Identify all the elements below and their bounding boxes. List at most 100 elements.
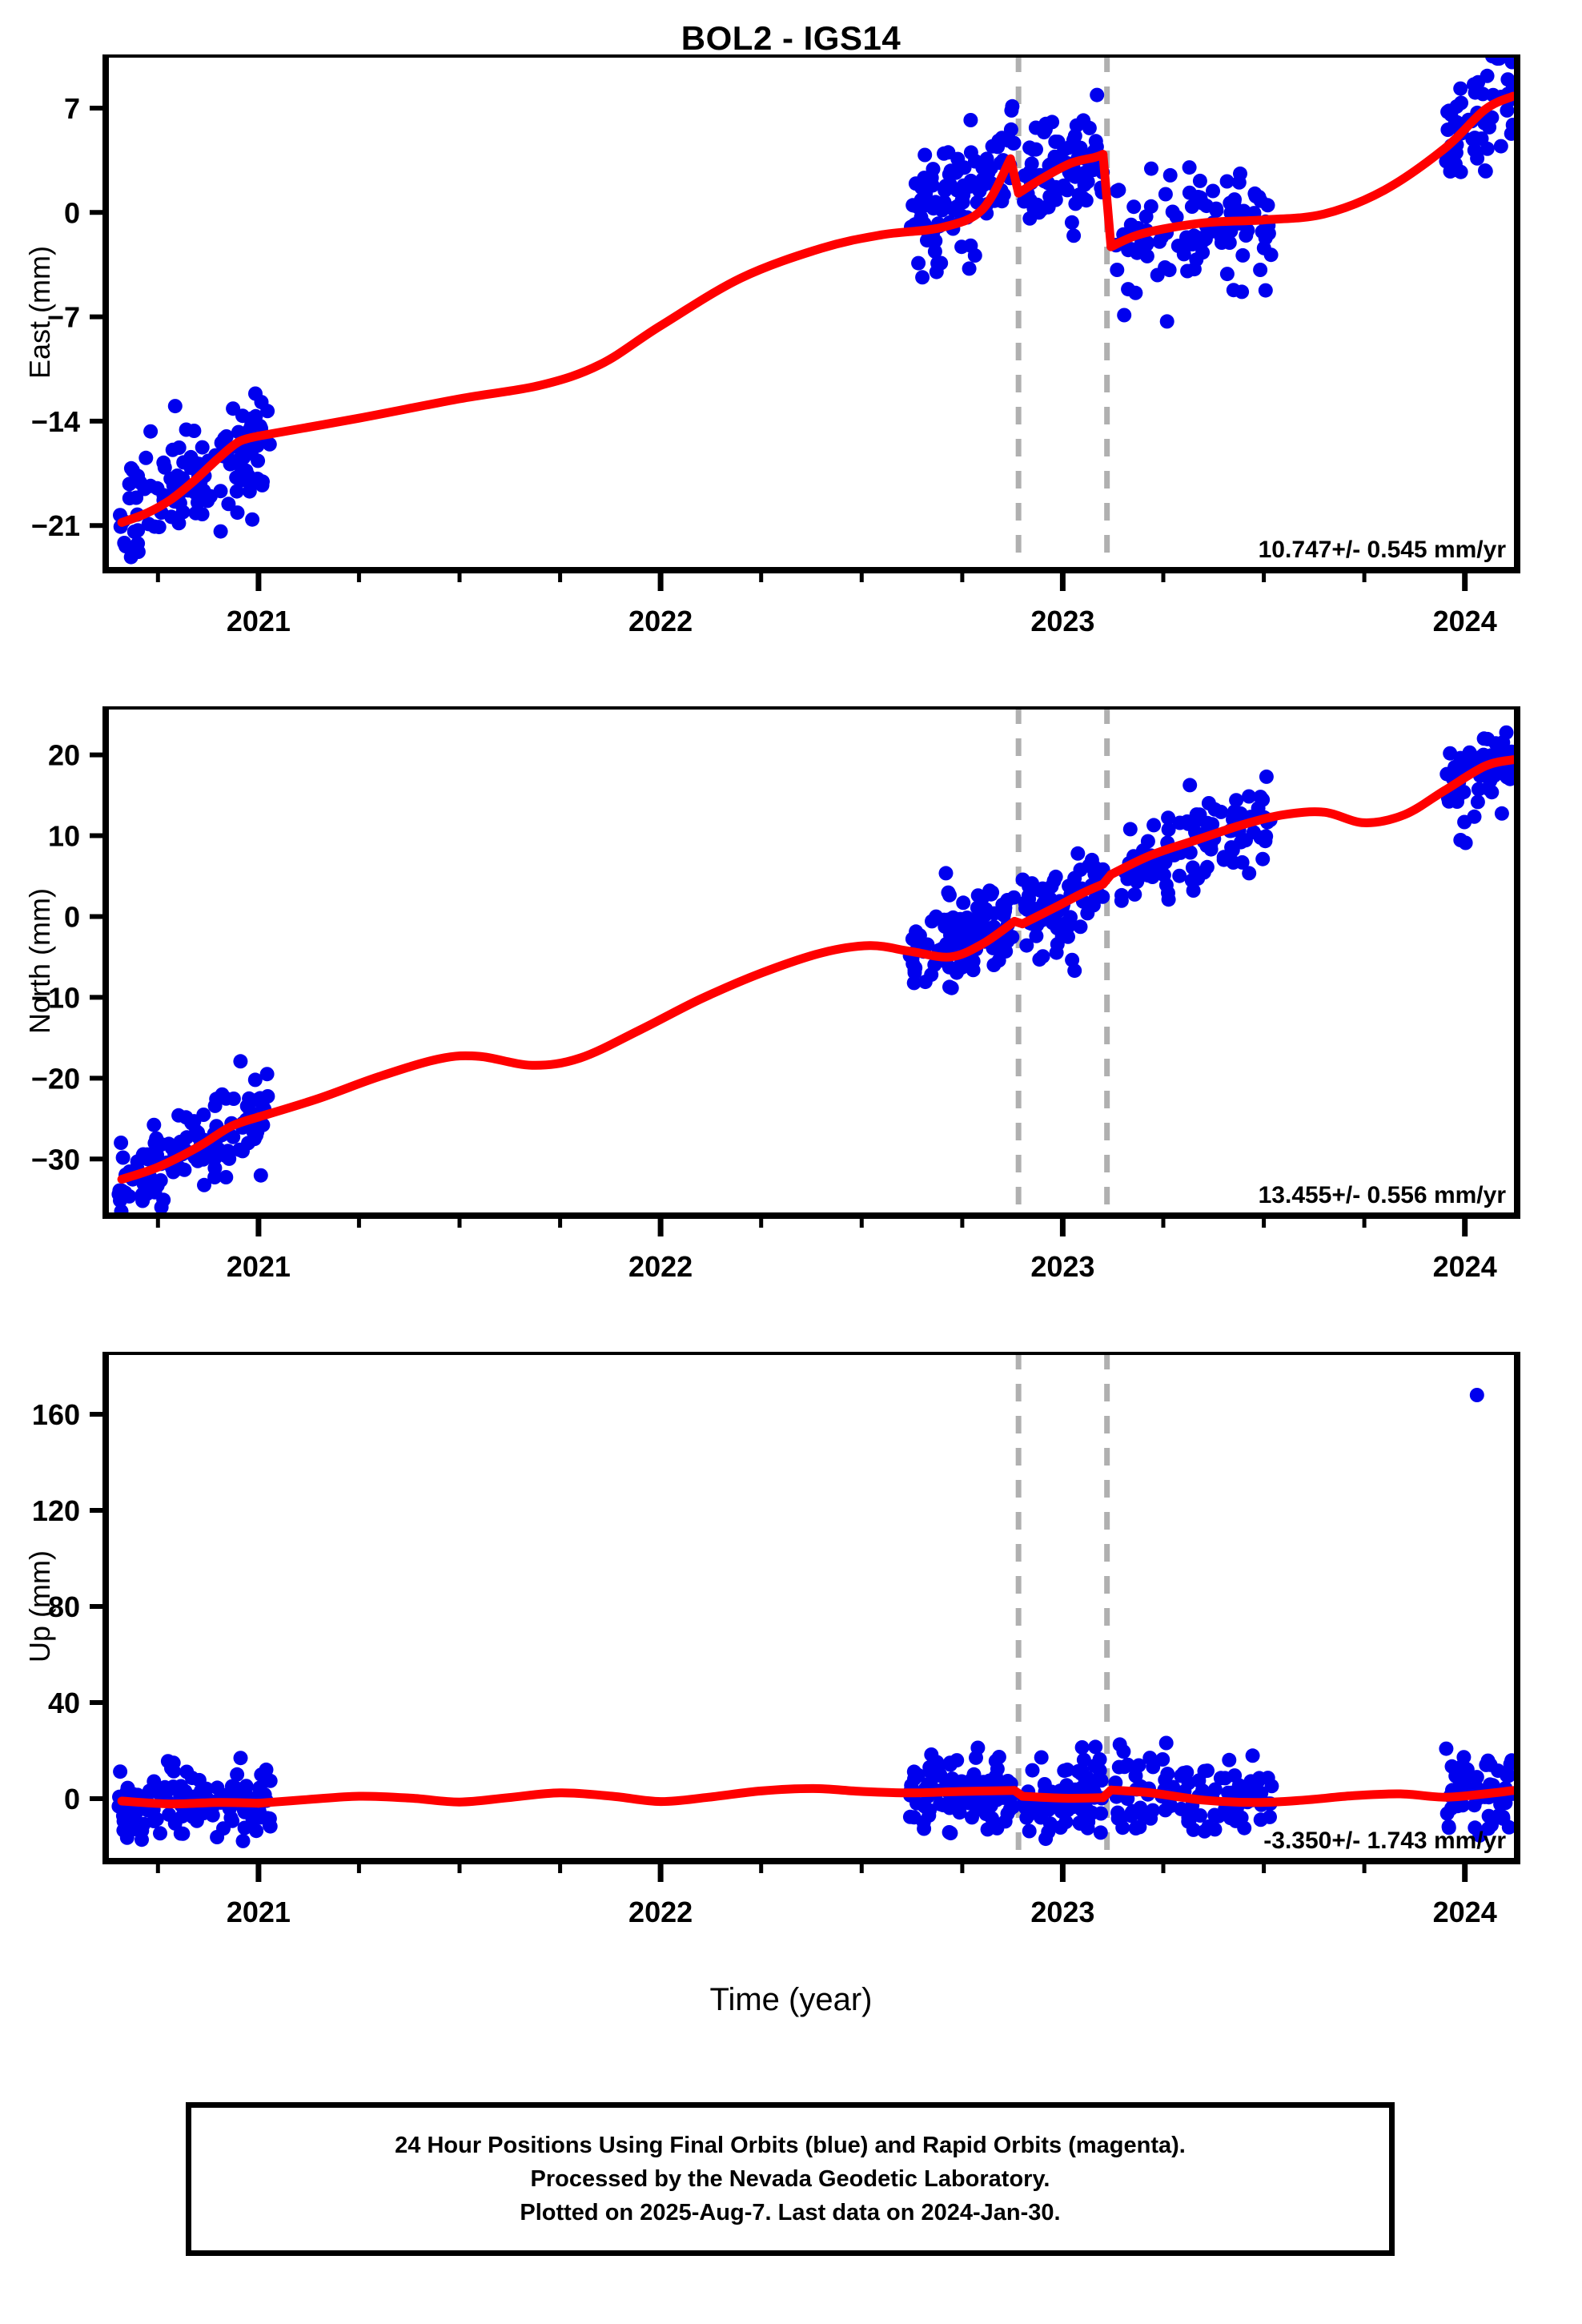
- data-point: [1441, 103, 1456, 119]
- trend-segment-1: [117, 1796, 263, 1809]
- data-point-outlier: [1469, 1388, 1484, 1402]
- data-point: [939, 1775, 954, 1791]
- data-point: [1224, 840, 1239, 855]
- data-point: [905, 956, 921, 971]
- data-point: [156, 455, 171, 470]
- data-point: [1111, 183, 1126, 198]
- data-point: [946, 919, 961, 935]
- data-point: [140, 1152, 155, 1167]
- data-point: [1500, 1767, 1514, 1783]
- data-point: [1161, 822, 1176, 837]
- trend-segment-3: [1014, 150, 1108, 198]
- data-point: [1022, 1823, 1037, 1839]
- data-point: [1189, 252, 1204, 267]
- data-point: [1493, 139, 1508, 154]
- data-point: [225, 1813, 240, 1828]
- data-point: [230, 505, 245, 521]
- data-point: [1172, 868, 1187, 883]
- data-point: [136, 1176, 151, 1192]
- data-point: [1467, 1798, 1482, 1813]
- data-point: [976, 178, 991, 193]
- data-point: [1222, 1752, 1237, 1767]
- data-point: [1182, 160, 1197, 175]
- data-point: [949, 165, 963, 180]
- data-point: [991, 953, 1006, 968]
- y-tick-label: 0: [64, 1783, 80, 1815]
- data-point: [1500, 103, 1515, 118]
- data-point: [1186, 228, 1202, 243]
- data-point: [165, 442, 180, 457]
- chart-panel-up: 160 120 80 40 0 Up (mm) 2021 2022 2023 2024 -3.350…: [0, 1352, 1582, 1941]
- data-point: [1232, 1810, 1247, 1825]
- data-point: [253, 1810, 268, 1825]
- data-point: [998, 1814, 1013, 1829]
- data-point: [1227, 804, 1242, 819]
- data-point: [226, 1129, 241, 1144]
- trend-segment-2: [254, 1783, 1019, 1808]
- data-point: [1460, 1762, 1475, 1777]
- data-point: [1162, 167, 1178, 183]
- data-point: [195, 440, 210, 455]
- data-point: [124, 1805, 139, 1820]
- data-point: [950, 965, 964, 980]
- data-point: [979, 1795, 994, 1810]
- data-point: [918, 198, 934, 213]
- data-point: [153, 1826, 167, 1841]
- data-point: [1504, 126, 1517, 141]
- data-point: [956, 895, 971, 911]
- data-point: [1478, 163, 1493, 179]
- data-point: [1032, 952, 1047, 967]
- data-point: [230, 1767, 245, 1782]
- x-tick-label: 2021: [227, 605, 291, 637]
- data-point: [1227, 194, 1242, 209]
- data-point: [1216, 230, 1231, 245]
- data-point: [114, 1136, 129, 1150]
- data-point: [1251, 1771, 1267, 1786]
- data-point: [1193, 1808, 1208, 1823]
- data-point: [1019, 1810, 1034, 1825]
- data-point: [171, 1108, 187, 1123]
- data-point: [936, 197, 950, 212]
- data-point: [996, 907, 1011, 923]
- data-point: [1242, 866, 1257, 881]
- data-point: [213, 524, 228, 539]
- data-point: [1191, 870, 1206, 886]
- data-point: [1258, 834, 1273, 849]
- chart-svg-east: 7 0 −7 −14 −21 East (mm) 2021 2022 2023 2024 10.74…: [23, 54, 1520, 637]
- y-tick-label: −7: [47, 301, 80, 334]
- data-point: [115, 1150, 130, 1165]
- data-point: [1133, 1800, 1148, 1815]
- y-tick-label: 20: [48, 739, 80, 772]
- caption-line-2: Processed by the Nevada Geodetic Laborat…: [530, 2165, 1050, 2192]
- trend-jump-3: [1098, 150, 1116, 251]
- data-point: [1448, 145, 1464, 160]
- data-point: [195, 507, 210, 521]
- data-point: [1088, 1739, 1103, 1755]
- data-point: [1077, 177, 1092, 192]
- data-point: [1086, 898, 1101, 913]
- data-point: [1253, 790, 1268, 805]
- data-point: [1066, 228, 1082, 243]
- y-tick-label: 120: [32, 1494, 80, 1527]
- data-point: [1193, 812, 1208, 827]
- data-point: [156, 1192, 171, 1208]
- data-point: [1025, 1763, 1040, 1778]
- data-point: [111, 1187, 126, 1202]
- data-point: [1161, 810, 1176, 826]
- x-tick-label: 2024: [1433, 605, 1497, 637]
- data-point: [1476, 731, 1492, 746]
- data-point: [248, 408, 263, 424]
- data-point: [1143, 199, 1158, 214]
- data-point: [1139, 248, 1154, 263]
- data-point: [905, 931, 920, 947]
- data-point: [1130, 875, 1145, 889]
- data-point: [126, 525, 142, 539]
- data-point: [1233, 166, 1247, 181]
- data-point: [1161, 886, 1175, 901]
- data-point: [255, 474, 270, 489]
- data-point: [1114, 887, 1129, 903]
- data-point: [221, 497, 236, 512]
- data-point: [1094, 1806, 1109, 1821]
- y-tick-label: 0: [64, 901, 80, 934]
- data-point: [917, 147, 933, 163]
